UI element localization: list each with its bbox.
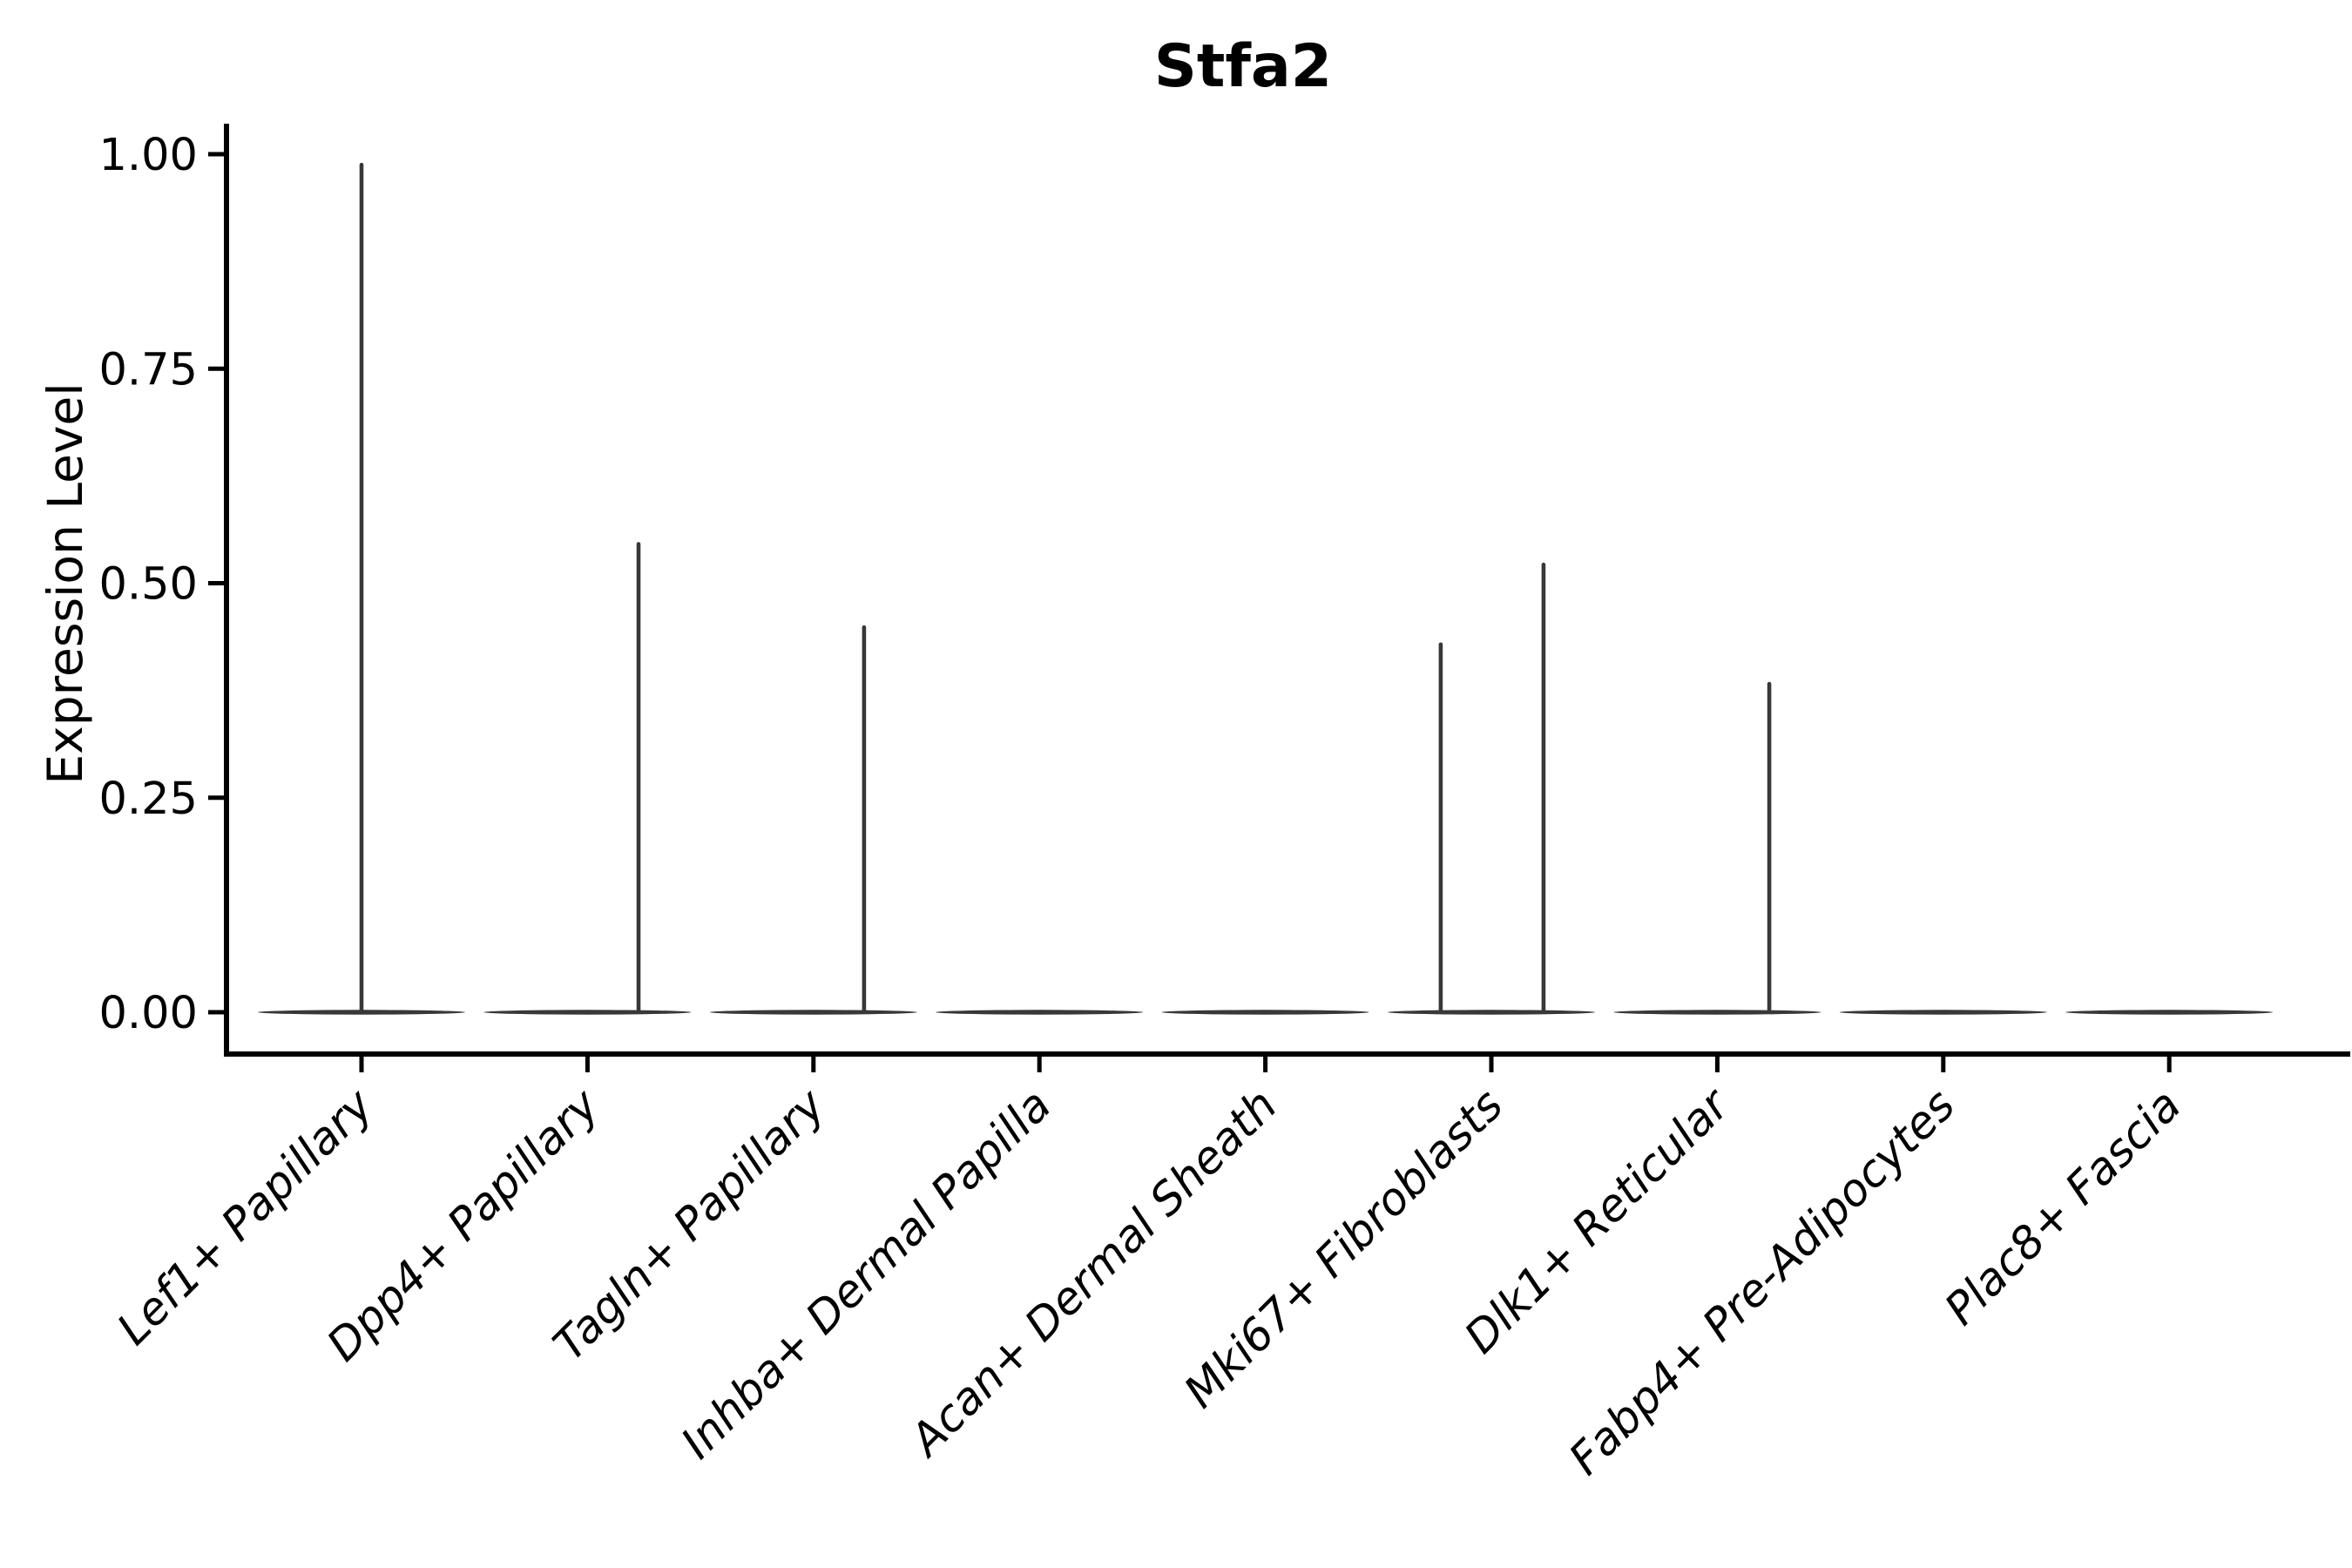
x-tick	[359, 1057, 364, 1072]
y-tick	[208, 581, 224, 585]
violin	[1839, 1010, 2047, 1015]
violin	[2065, 1010, 2274, 1015]
x-tick	[1941, 1057, 1946, 1072]
x-tick	[2166, 1057, 2172, 1072]
violin	[936, 1010, 1144, 1015]
x-tick	[1037, 1057, 1042, 1072]
y-tick	[208, 795, 224, 801]
violin-body	[936, 1010, 1144, 1015]
y-axis-spine	[224, 124, 229, 1057]
axes-layer	[208, 124, 2350, 1072]
x-tick	[1263, 1057, 1268, 1072]
violin	[1161, 1010, 1369, 1015]
violin-spike	[636, 542, 641, 1012]
y-tick	[208, 152, 224, 157]
x-tick	[1714, 1057, 1720, 1072]
violin-spike	[1541, 562, 1546, 1012]
x-tick-label: Plac8+ Fascia	[1936, 1079, 2192, 1335]
violin	[1388, 562, 1595, 1015]
y-tick	[208, 1010, 224, 1015]
x-tick-label: Acan+ Dermal Sheath	[899, 1079, 1287, 1467]
violin-spike	[862, 625, 867, 1012]
violin	[258, 162, 465, 1015]
violin-spike	[1767, 681, 1772, 1012]
violin-body	[709, 1010, 917, 1015]
violins-layer	[258, 162, 2274, 1015]
violin-body	[1613, 1010, 1821, 1015]
x-tick	[585, 1057, 590, 1072]
x-tick-label: Inhba+ Dermal Papilla	[672, 1079, 1061, 1469]
violin-spike	[1438, 642, 1443, 1012]
violin-body	[1839, 1010, 2047, 1015]
violin	[483, 542, 692, 1015]
violin-body	[1161, 1010, 1369, 1015]
x-tick-label: Fabp4+ Pre-Adipocytes	[1559, 1079, 1965, 1485]
y-tick-label: 1.00	[98, 130, 198, 181]
violin	[1613, 681, 1821, 1015]
x-axis-spine	[224, 1051, 2350, 1057]
violin-body	[483, 1010, 692, 1015]
y-tick-label: 0.50	[98, 559, 198, 611]
x-tick	[1489, 1057, 1494, 1072]
violin-body	[2065, 1010, 2274, 1015]
y-tick-label: 0.00	[98, 988, 198, 1039]
y-tick-label: 0.25	[98, 774, 198, 825]
x-tick	[811, 1057, 816, 1072]
violin	[709, 625, 917, 1015]
chart-title: Stfa2	[1154, 32, 1332, 101]
violin-spike	[359, 162, 364, 1013]
violin-body	[1388, 1010, 1595, 1015]
y-tick-label: 0.75	[98, 344, 198, 395]
y-tick	[208, 366, 224, 371]
y-axis-title: Expression Level	[37, 382, 93, 784]
